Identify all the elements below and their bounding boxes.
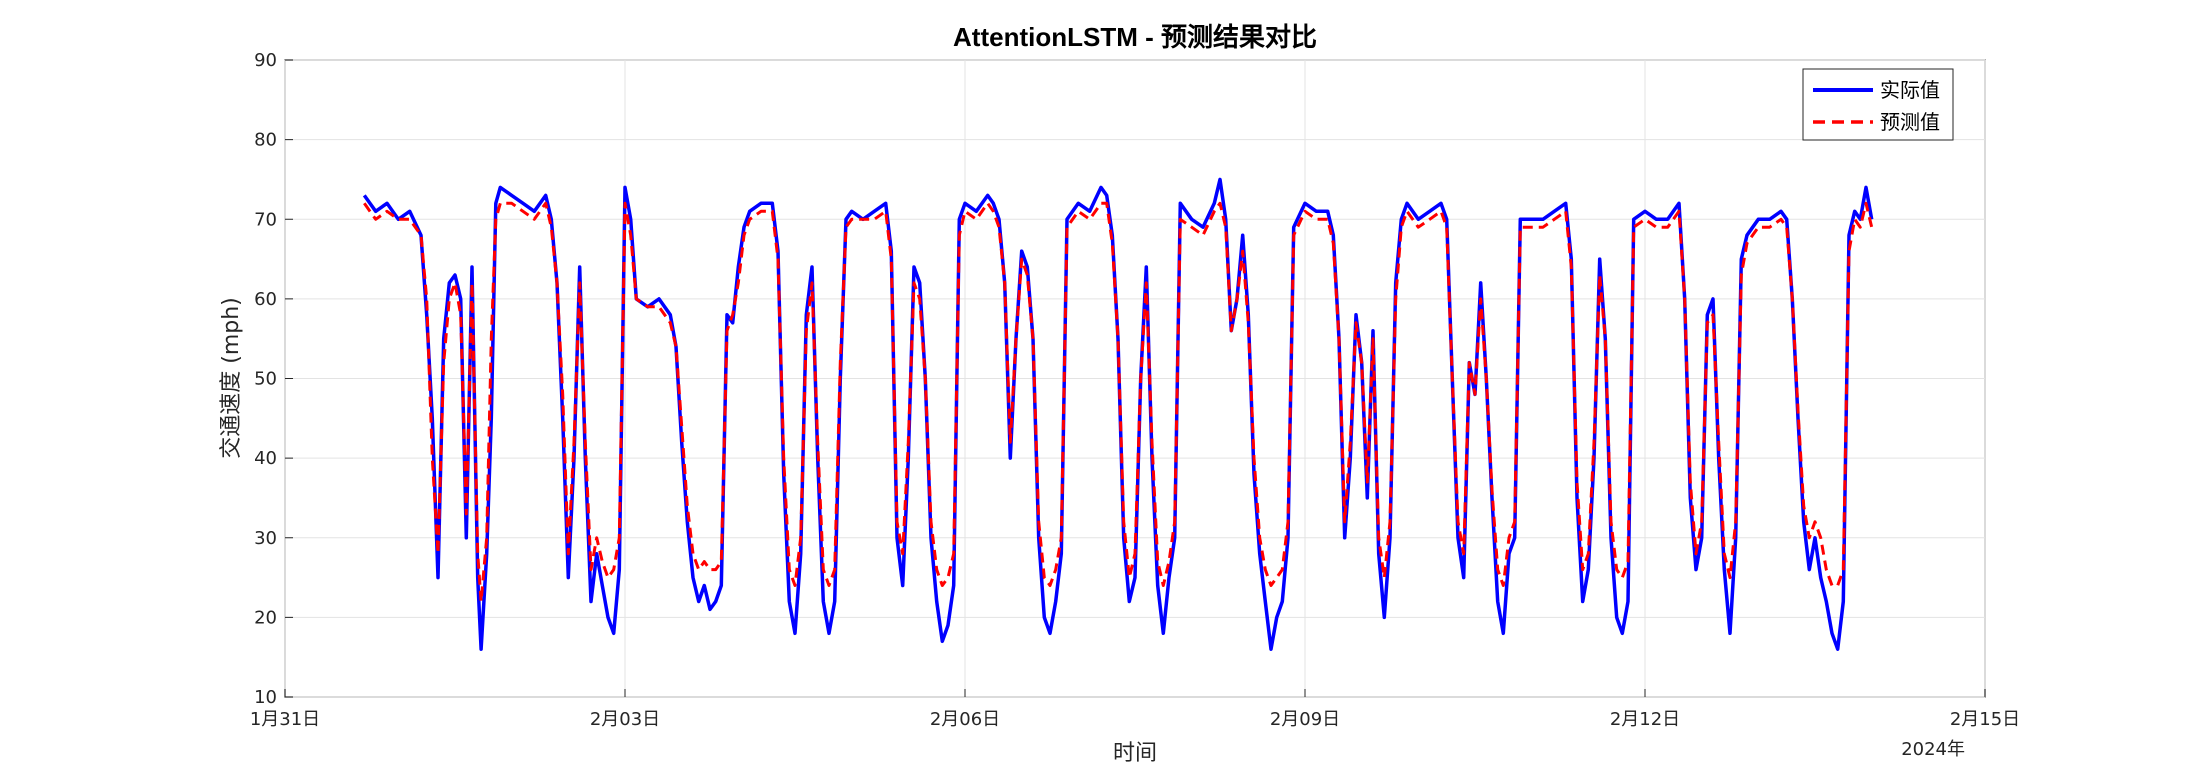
x-tick-label: 1月31日 [250, 709, 320, 730]
y-tick-label: 10 [254, 687, 277, 708]
legend-label-actual: 实际值 [1880, 78, 1940, 102]
y-tick-label: 80 [254, 130, 277, 151]
x-tick-label: 2月06日 [930, 709, 1000, 730]
y-tick-label: 30 [254, 528, 277, 549]
y-tick-label: 20 [254, 607, 277, 628]
y-tick-label: 60 [254, 289, 277, 310]
x-tick-label: 2月03日 [590, 709, 660, 730]
legend-box [1802, 68, 1954, 141]
legend-label-predicted: 预测值 [1880, 110, 1940, 134]
chart-title: AttentionLSTM - 预测结果对比 [953, 22, 1317, 52]
y-tick-label: 50 [254, 369, 277, 390]
series-line-predicted [363, 201, 1874, 603]
x-axis-year-label: 2024年 [1901, 739, 1965, 760]
x-axis-label: 时间 [1113, 741, 1157, 766]
x-tick-label: 2月12日 [1610, 709, 1680, 730]
axis-ticks: 10 20 30 40 50 60 70 80 90 1月31日 2月03日 2月06日 2月09日 2月… [250, 50, 2020, 730]
x-tick-label: 2月15日 [1950, 709, 2020, 730]
series-layer [362, 177, 1874, 651]
y-axis-label: 交通速度 (mph) [219, 297, 244, 459]
y-tick-label: 70 [254, 209, 277, 230]
legend: 实际值 预测值 [1802, 68, 1954, 141]
y-tick-label: 90 [254, 50, 277, 71]
y-tick-label: 40 [254, 448, 277, 469]
x-tick-label: 2月09日 [1270, 709, 1340, 730]
